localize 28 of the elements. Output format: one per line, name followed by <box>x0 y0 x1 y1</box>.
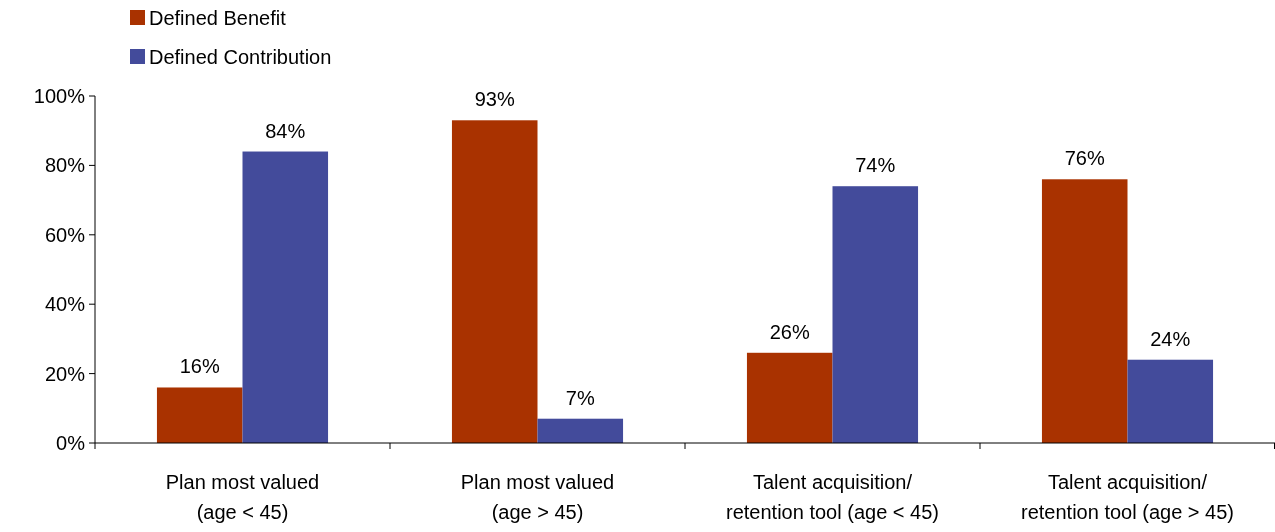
data-label: 84% <box>265 119 306 142</box>
bar <box>242 151 329 443</box>
x-tick-label: Talent acquisition/ retention tool (age > 45) <box>1021 471 1234 523</box>
y-tick-label: 40% <box>44 293 86 316</box>
bar <box>746 352 833 443</box>
bar <box>1041 179 1128 443</box>
data-label: 76% <box>1064 147 1105 170</box>
data-label: 26% <box>769 320 810 343</box>
legend-label: Defined Benefit <box>149 7 287 29</box>
data-label: 74% <box>855 154 896 177</box>
y-tick-label: 100% <box>33 85 86 107</box>
y-tick-label: 80% <box>44 154 86 177</box>
data-label: 93% <box>474 88 515 111</box>
data-label: 7% <box>565 386 595 409</box>
bar <box>832 186 919 443</box>
legend-label: Defined Contribution <box>149 46 332 68</box>
data-label: 16% <box>179 355 220 378</box>
y-tick-label: 60% <box>44 223 86 246</box>
bar <box>451 120 538 443</box>
y-tick-label: 0% <box>56 432 86 454</box>
data-label: 24% <box>1150 327 1191 350</box>
x-tick-label: Talent acquisition/ retention tool (age < 45) <box>726 471 939 523</box>
x-tick-label: Plan most valued (age > 45) <box>460 471 615 523</box>
x-tick-label: Plan most valued (age < 45) <box>165 471 320 523</box>
bar <box>1127 359 1214 443</box>
bar <box>537 418 624 443</box>
bar <box>156 387 243 443</box>
y-tick-label: 20% <box>44 362 86 385</box>
